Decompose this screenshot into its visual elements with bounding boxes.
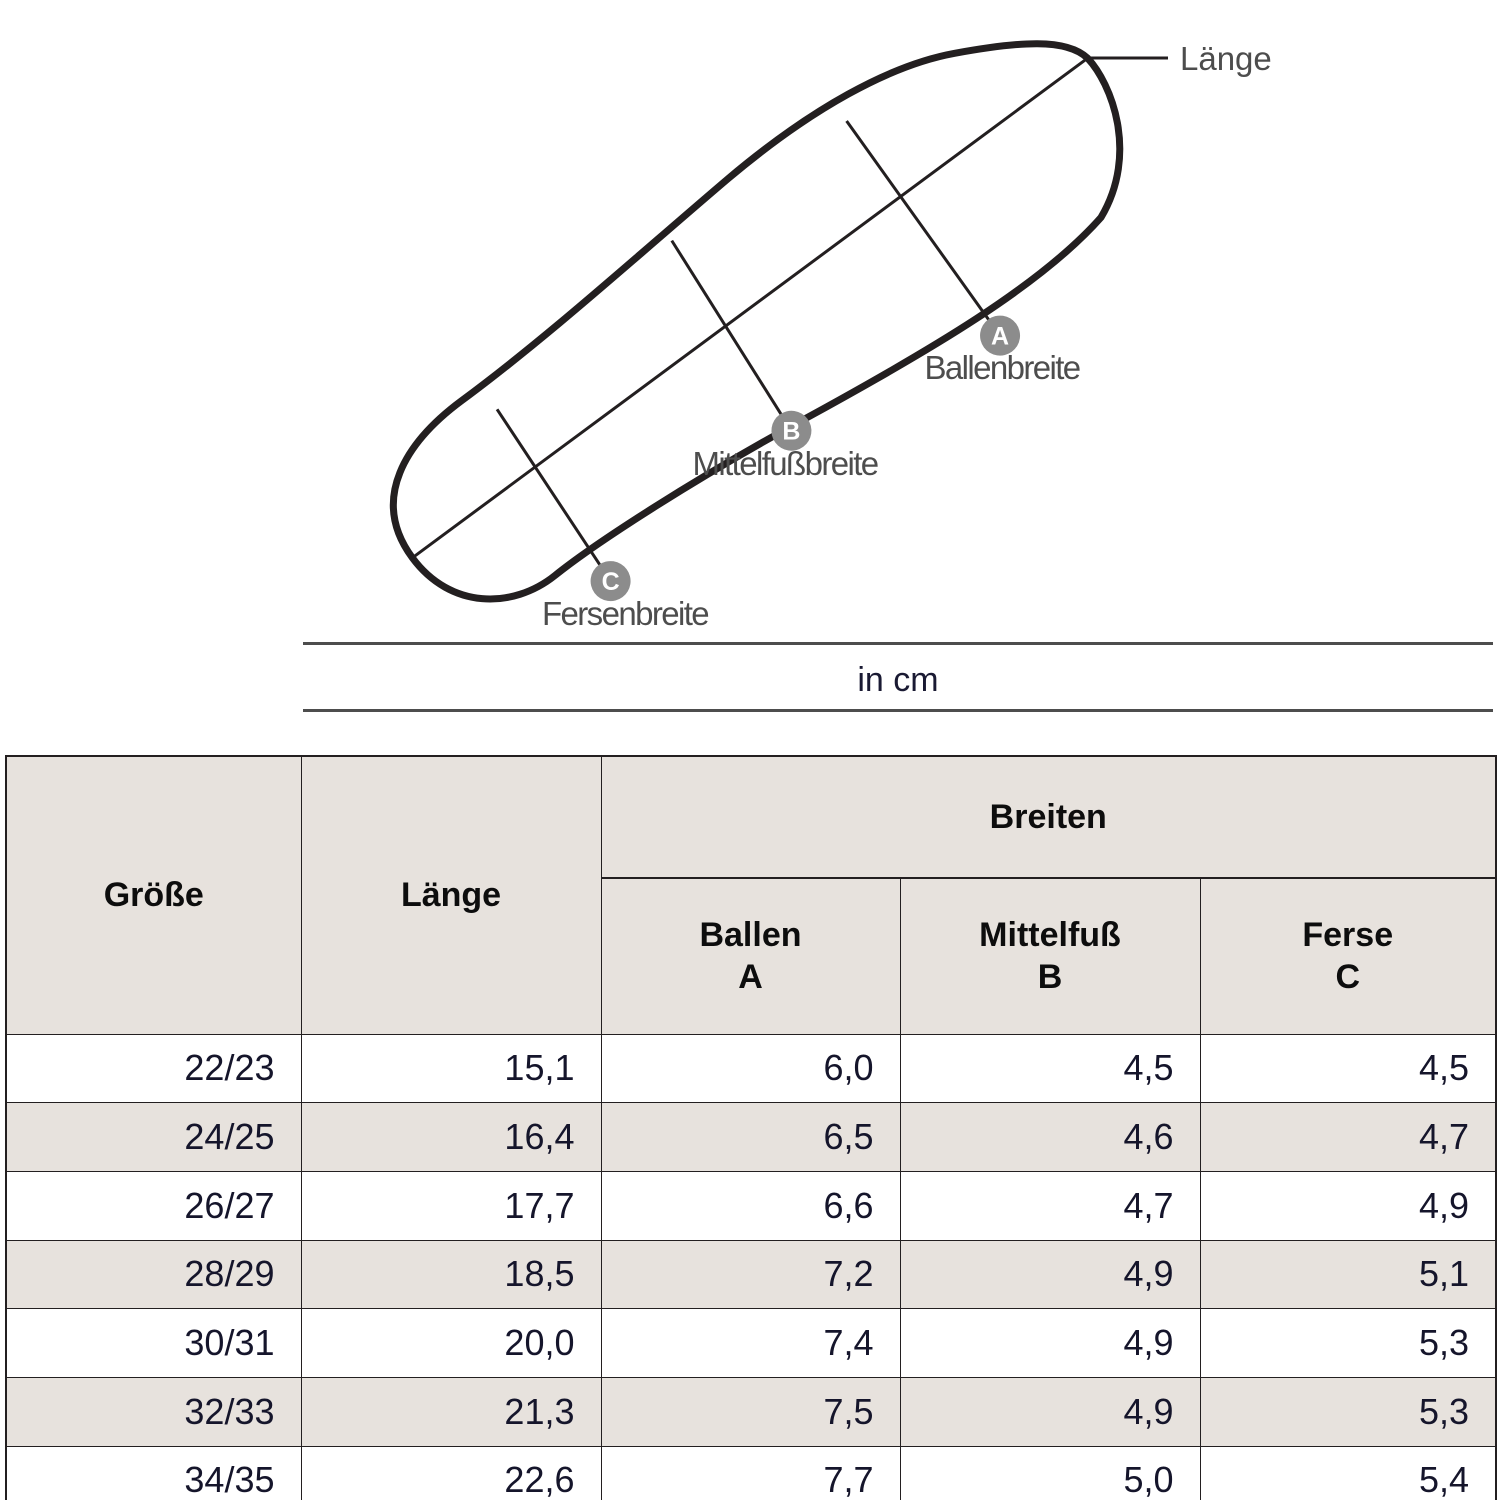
svg-text:Mittelfußbreite: Mittelfußbreite xyxy=(692,445,877,482)
svg-text:A: A xyxy=(991,323,1009,351)
svg-text:Länge: Länge xyxy=(1180,40,1272,77)
svg-text:Ballenbreite: Ballenbreite xyxy=(924,349,1079,386)
svg-text:B: B xyxy=(782,418,800,446)
svg-text:Fersenbreite: Fersenbreite xyxy=(542,595,708,632)
svg-text:C: C xyxy=(602,568,620,596)
